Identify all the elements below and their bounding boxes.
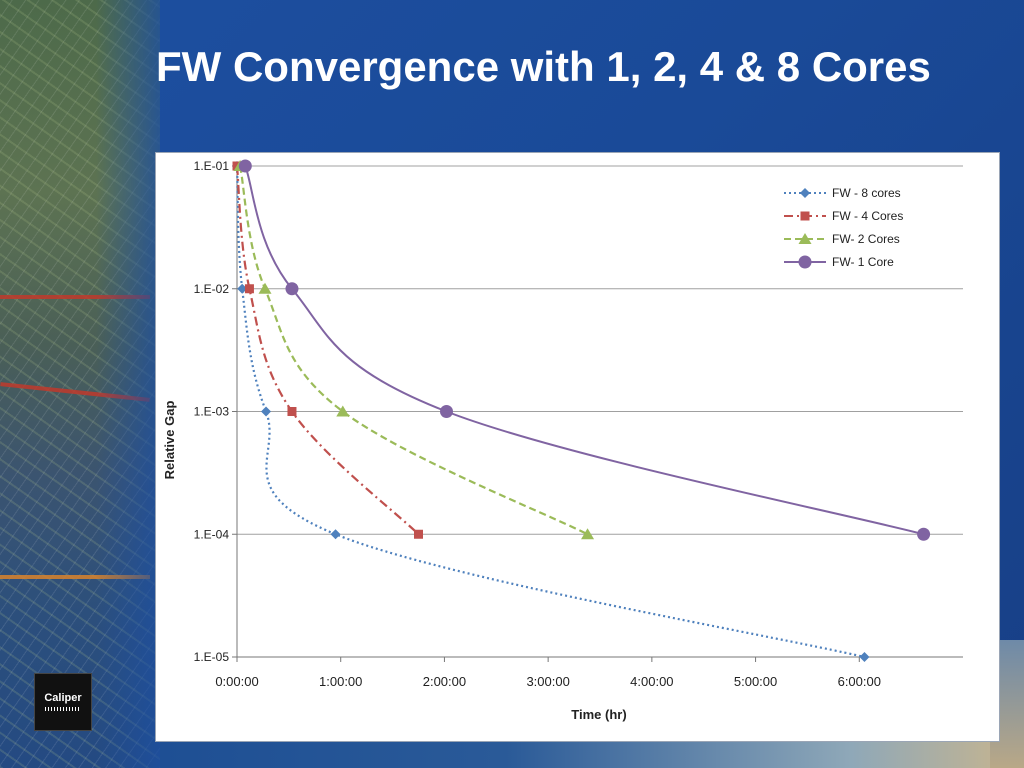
series-2 [232,161,423,539]
legend-label: FW - 4 Cores [832,209,903,223]
data-point-square [287,407,297,416]
caliper-logo: Caliper [34,673,92,731]
convergence-chart: 1.E-01 1.E-02 1.E-03 1.E-04 1.E-05 0:00:00 1:0… [162,159,963,722]
data-point-circle [285,282,299,296]
series-3 [233,160,595,540]
axes: 1.E-01 1.E-02 1.E-03 1.E-04 1.E-05 0:00:00 1:0… [194,159,963,689]
chart-frame: 1.E-01 1.E-02 1.E-03 1.E-04 1.E-05 0:00:00 1:0… [155,152,1000,742]
y-tick-label: 1.E-02 [194,282,230,296]
legend-label: FW- 1 Core [832,255,894,269]
y-tick-label: 1.E-05 [194,650,230,664]
logo-text: Caliper [44,692,82,704]
series-line [235,165,865,659]
y-tick-label: 1.E-04 [194,527,230,541]
x-tick-label: 4:00:00 [630,674,673,689]
x-tick-label: 1:00:00 [319,674,362,689]
series-line [235,165,420,536]
legend-label: FW - 8 cores [832,186,901,200]
x-tick-label: 5:00:00 [734,674,777,689]
legend-marker [800,188,810,198]
legend: FW - 8 cores FW - 4 Cores FW- 2 Cores FW- 1… [784,186,903,269]
map-road [0,382,150,402]
map-road [0,575,150,579]
legend-marker [798,255,812,269]
data-point-diamond [859,652,870,662]
x-tick-label: 0:00:00 [215,674,258,689]
series-layer [232,159,931,662]
data-point-diamond [330,529,341,540]
data-point-circle [440,405,454,418]
series-line [239,165,589,536]
data-point-square [244,284,254,294]
series-line [244,165,924,536]
series-4 [238,159,931,541]
data-point-circle [917,527,931,541]
data-point-triangle [258,282,272,294]
x-axis-label: Time (hr) [571,707,626,722]
legend-label: FW- 2 Cores [832,232,900,246]
background-map-left [0,0,160,768]
data-point-diamond [261,406,272,417]
map-road [0,295,150,299]
legend-marker [798,233,812,244]
x-tick-label: 6:00:00 [838,674,881,689]
data-point-square [414,529,423,539]
data-point-diamond [237,283,248,294]
y-tick-label: 1.E-03 [194,405,230,419]
y-tick-label: 1.E-01 [194,159,230,173]
background-map-bottom [160,738,1024,768]
slide-title: FW Convergence with 1, 2, 4 & 8 Cores [156,43,931,90]
x-tick-label: 3:00:00 [526,674,569,689]
y-axis-label: Relative Gap [162,401,177,480]
x-tick-label: 2:00:00 [423,674,466,689]
data-point-triangle [581,528,595,540]
logo-bar [45,707,81,711]
legend-marker [800,211,810,221]
data-point-triangle [336,405,350,417]
data-point-circle [238,159,252,173]
